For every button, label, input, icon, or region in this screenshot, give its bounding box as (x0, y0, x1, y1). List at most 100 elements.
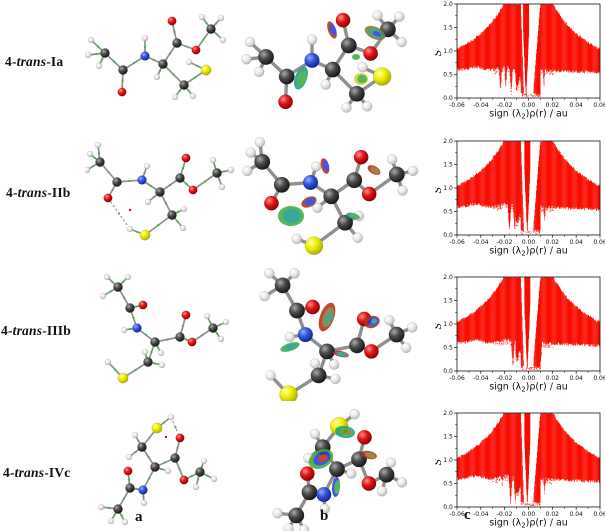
atom-C (346, 172, 363, 189)
atom-H (259, 291, 270, 302)
atom-H (143, 162, 151, 170)
nci-isosurface-blob (361, 450, 377, 460)
bond-critical-point (200, 465, 204, 468)
x-tick-label: -0.06 (449, 511, 465, 518)
molecule-b-row-3 (235, 265, 435, 401)
bond-critical-point (181, 324, 185, 328)
atom-O (117, 87, 127, 97)
x-tick-label: 0.04 (569, 375, 583, 382)
atom-H (306, 34, 318, 45)
row-label-suffix: -IIb (47, 185, 71, 200)
x-tick-label: -0.02 (497, 375, 513, 382)
atom-H (171, 93, 179, 101)
row-label-suffix: -Ia (46, 54, 64, 69)
rdg-scatter-svg: 0.0 0.5 1.0 1.5 2.0 -0.06 -0.04 -0.02 0.00 0.02 0.… (435, 274, 605, 393)
atom-N (140, 51, 150, 61)
atom-H (99, 292, 107, 300)
bond-critical-point (185, 45, 188, 48)
x-tick-label: 0.06 (593, 102, 605, 109)
atom-C (175, 173, 185, 183)
atom-O (103, 193, 113, 203)
atom-H (203, 312, 211, 320)
bond-critical-point (117, 212, 121, 215)
atom-N (316, 486, 332, 503)
rdg-point-cloud (456, 413, 601, 507)
atom-H (87, 36, 95, 44)
bond-critical-point (143, 171, 146, 175)
atom-H (86, 150, 94, 158)
atom-H (346, 468, 357, 479)
y-tick-label: 1.0 (443, 185, 453, 192)
bond-critical-point (156, 346, 160, 349)
atom-S (304, 236, 324, 255)
atom-C (289, 302, 305, 319)
x-tick-label: 0.06 (593, 375, 605, 382)
x-tick-label: -0.06 (449, 102, 465, 109)
atom-H (407, 322, 418, 333)
atom-H (180, 205, 188, 213)
atom-H (397, 185, 408, 196)
bond-critical-point (205, 21, 208, 25)
ball-stick-molecule-svg (85, 13, 227, 101)
bond-critical-point (144, 333, 148, 337)
atom-H (164, 467, 172, 475)
x-axis-title: sign (λ2)ρ(r) / au (489, 518, 568, 530)
x-tick-label: 0.02 (546, 511, 560, 518)
atom-O (188, 185, 198, 195)
rdg-scatter-svg: 0.0 0.5 1.0 1.5 2.0 -0.06 -0.04 -0.02 0.00 0.02 0.… (435, 138, 605, 257)
y-tick-label: 0.0 (443, 95, 453, 102)
atom-C (208, 323, 218, 333)
x-tick-label: 0.02 (546, 239, 560, 246)
bond-critical-point (95, 52, 98, 56)
bond-critical-point (201, 333, 204, 337)
atom-H (319, 503, 331, 514)
atom-C (95, 157, 105, 167)
ball-stick-molecule-svg (99, 273, 230, 384)
nci-isosurface-blob (367, 165, 381, 175)
x-tick-label: -0.04 (473, 511, 489, 518)
atom-H (210, 475, 218, 483)
bond-critical-point (173, 30, 176, 34)
nci-isosurface-blob (333, 350, 349, 358)
bond-critical-point (176, 220, 179, 223)
atom-H (384, 315, 395, 326)
bond-critical-point (215, 33, 219, 36)
x-tick-label: 0.00 (522, 239, 536, 246)
x-axis-title: sign (λ2)ρ(r) / au (489, 109, 568, 121)
y-tick-label: 1.5 (443, 434, 453, 441)
atom-H (396, 477, 408, 488)
bond-critical-point (142, 495, 145, 498)
x-tick-label: -0.04 (473, 239, 489, 246)
row-label-prefix: 4- (3, 465, 15, 480)
ring-critical-point (164, 435, 168, 439)
x-tick-label: -0.06 (449, 375, 465, 382)
atom-O (361, 186, 377, 202)
bond-critical-point (92, 164, 95, 168)
atom-H (131, 431, 139, 439)
bond-critical-point (157, 223, 160, 227)
bond-critical-point (143, 45, 147, 49)
atom-C (310, 367, 327, 384)
bond-critical-point (121, 79, 124, 83)
atom-C (274, 277, 291, 294)
atom-C (155, 187, 165, 197)
atom-C (349, 337, 365, 354)
bond-critical-point (208, 320, 212, 324)
atom-C (206, 24, 216, 34)
column-label-b: b (320, 508, 329, 524)
atom-N (137, 175, 147, 185)
atom-H (85, 166, 91, 174)
y-tick-label: 2.0 (443, 138, 453, 145)
x-tick-label: 0.02 (546, 375, 560, 382)
atom-C (388, 326, 405, 343)
bond-critical-point (100, 58, 104, 61)
rdg-plot-4: 0.0 0.5 1.0 1.5 2.0 -0.06 -0.04 -0.02 0.00 0.02 0.… (435, 408, 605, 530)
atom-C (137, 442, 147, 452)
atom-C (125, 483, 135, 493)
atom-H (272, 508, 283, 519)
atom-H (140, 499, 148, 507)
bond-critical-point (149, 184, 153, 188)
rdg-scatter-svg: 0.0 0.5 1.0 1.5 2.0 -0.06 -0.04 -0.02 0.00 0.02 0.… (435, 410, 605, 530)
atom-H (222, 318, 230, 326)
bond-critical-point (176, 446, 179, 450)
